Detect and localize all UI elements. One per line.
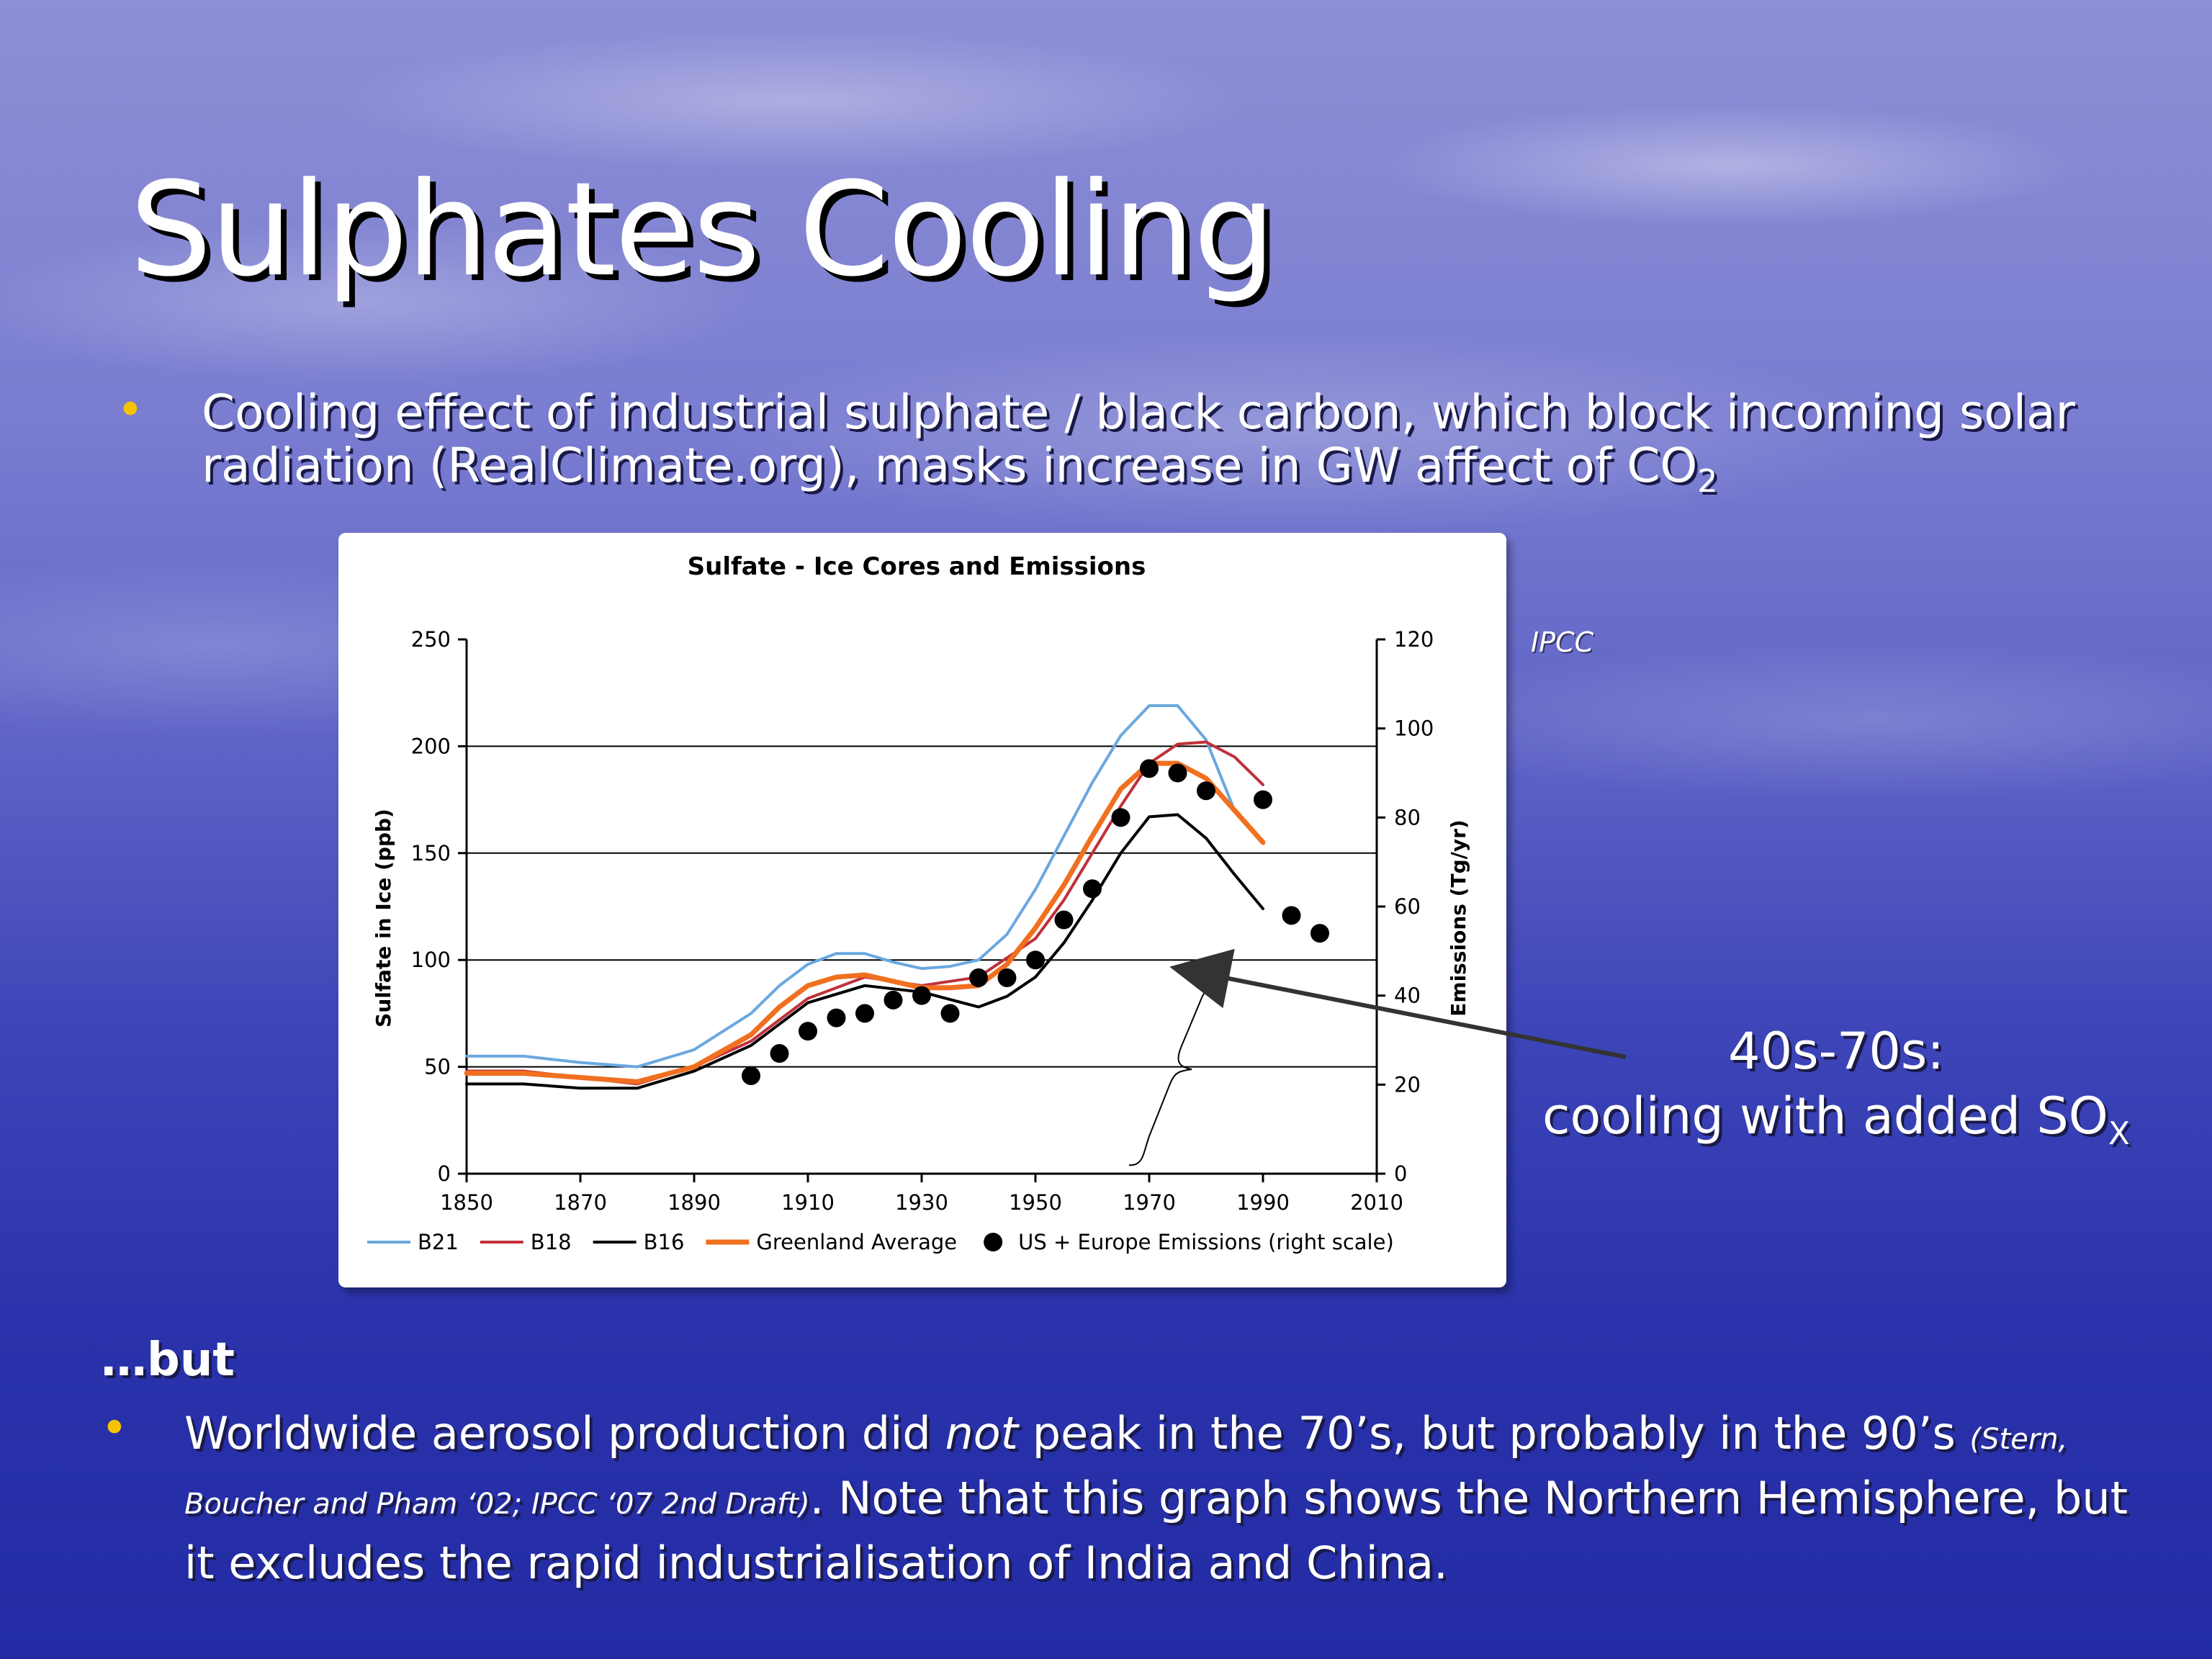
bullet-1-text: Cooling effect of industrial sulphate / … [202, 385, 2075, 493]
legend-swatch [984, 1233, 1003, 1251]
sulfate-chart: Sulfate - Ice Cores and Emissions 0 50 100… [367, 552, 1470, 1254]
series-line [465, 740, 1264, 1086]
series-line [465, 704, 1236, 1069]
chart-legend: B21 B18 B16 Greenland Average US + Europe Em… [367, 1230, 1394, 1254]
emission-point [855, 1004, 874, 1023]
emission-point [742, 1066, 760, 1085]
chart-annotation [1128, 986, 1223, 1166]
y-tick-label: 0 [438, 1161, 451, 1186]
y2-tick-label: 120 [1394, 627, 1434, 652]
legend-label: B21 [418, 1230, 459, 1254]
but-label: …but [101, 1334, 235, 1387]
bracket-annotation [1128, 986, 1223, 1166]
annotation-line-1: 40s-70s: [1728, 1022, 1944, 1081]
legend-label: B18 [531, 1230, 572, 1254]
x-tick-label: 1970 [1123, 1190, 1176, 1215]
x-tick-label: 1890 [667, 1190, 721, 1215]
annotation-line-2-text: cooling with added SO [1542, 1087, 2108, 1146]
emission-point [770, 1044, 789, 1064]
legend-label: Greenland Average [756, 1230, 957, 1254]
emission-point [799, 1022, 817, 1041]
chart-grid [467, 745, 1377, 1068]
bullet-1: Cooling effect of industrial sulphate / … [202, 385, 2146, 498]
bullet-2-part-1: Worldwide aerosol production did [184, 1407, 945, 1460]
series-line [465, 813, 1264, 1090]
y-tick-label: 150 [411, 841, 451, 866]
emission-point [969, 968, 988, 987]
bullet-dot-1: • [117, 384, 144, 437]
chart-axes: 0 50 100 150 200 250 0 20 40 60 80 100 120 1850 1870 18… [411, 627, 1434, 1215]
x-tick-label: 1850 [440, 1190, 493, 1215]
emission-point [884, 990, 903, 1010]
y2-tick-label: 40 [1394, 984, 1421, 1008]
y2-tick-label: 60 [1394, 894, 1421, 919]
y2-tick-label: 0 [1394, 1161, 1407, 1186]
x-tick-label: 1910 [781, 1190, 835, 1215]
emission-point [1282, 906, 1301, 925]
y-tick-label: 200 [411, 734, 451, 758]
emission-point [1168, 763, 1187, 783]
y-tick-label: 100 [411, 948, 451, 972]
chart-panel: Sulfate - Ice Cores and Emissions 0 50 100… [338, 533, 1506, 1287]
source-label: IPCC [1531, 626, 1594, 658]
x-tick-label: 1950 [1009, 1190, 1062, 1215]
y2-tick-label: 80 [1394, 805, 1421, 830]
series-line [464, 760, 1266, 1084]
x-tick-label: 1930 [895, 1190, 948, 1215]
x-tick-label: 2010 [1350, 1190, 1403, 1215]
chart-series [464, 704, 1329, 1090]
emission-point [1254, 790, 1272, 809]
emission-point [1083, 879, 1102, 899]
y-axis-label: Sulfate in Ice (ppb) [372, 809, 395, 1028]
cooling-annotation: 40s-70s: cooling with added SOX [1541, 1019, 2131, 1150]
y2-tick-label: 20 [1394, 1072, 1421, 1097]
y2-axis-label: Emissions (Tg/yr) [1447, 819, 1470, 1016]
y-tick-label: 50 [424, 1055, 451, 1079]
annotation-subscript: X [2108, 1115, 2131, 1152]
annotation-line-2: cooling with added SOX [1541, 1084, 2131, 1150]
emission-point [1310, 924, 1329, 943]
x-tick-label: 1990 [1236, 1190, 1290, 1215]
bullet-2-part-3: . Note that this graph shows the Norther… [184, 1472, 2128, 1589]
y2-tick-label: 100 [1394, 716, 1434, 741]
legend-label: US + Europe Emissions (right scale) [1018, 1230, 1394, 1254]
emission-point [940, 1004, 960, 1023]
emission-point [1140, 759, 1159, 778]
bullet-2-emphasis: not [945, 1407, 1018, 1460]
emission-point [997, 968, 1017, 987]
bullet-2-citation: (Stern, Boucher and Pham ‘02; IPCC ‘07 2… [184, 1423, 2068, 1521]
emission-point [1111, 808, 1130, 827]
legend-label: B16 [644, 1230, 685, 1254]
emission-point [1197, 781, 1215, 801]
bullet-2-part-2: peak in the 70’s, but probably in the 90… [1018, 1407, 1970, 1460]
y-tick-label: 250 [411, 627, 451, 652]
bullet-2: Worldwide aerosol production did not pea… [184, 1404, 2143, 1593]
emission-point [827, 1008, 846, 1028]
bullet-dot-2: • [101, 1402, 128, 1455]
bullet-1-subscript: 2 [1697, 463, 1718, 500]
slide-title: Sulphates Cooling [130, 155, 1276, 305]
emission-point [1026, 950, 1045, 970]
chart-title: Sulfate - Ice Cores and Emissions [688, 552, 1146, 581]
emission-point [912, 986, 931, 1005]
x-tick-label: 1870 [554, 1190, 607, 1215]
emission-point [1054, 910, 1074, 930]
